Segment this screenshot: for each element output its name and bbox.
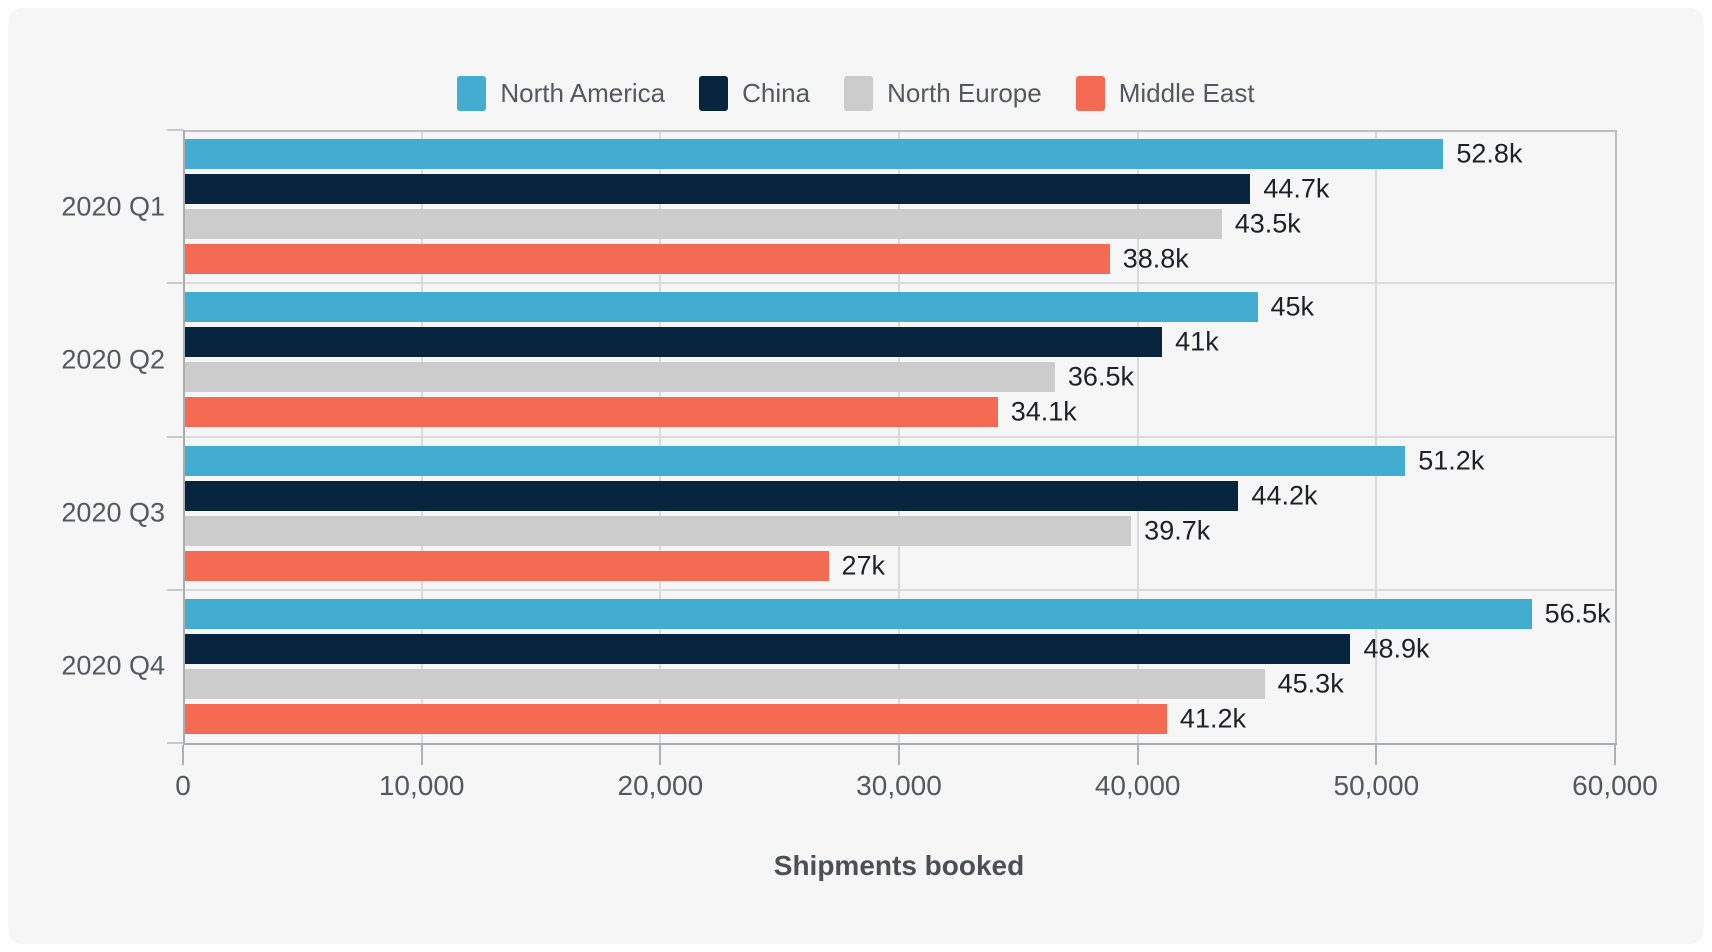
bar-value-label: 45.3k bbox=[1277, 668, 1344, 699]
bar-value-label: 38.8k bbox=[1122, 243, 1189, 274]
x-axis-tick bbox=[1614, 745, 1616, 765]
y-category-label: 2020 Q2 bbox=[61, 344, 165, 375]
legend: North America China North Europe Middle Eas… bbox=[0, 76, 1712, 111]
bar-middle-east-2020-q1[interactable] bbox=[185, 244, 1110, 275]
bar-value-label: 51.2k bbox=[1418, 445, 1485, 476]
bar-value-label: 44.2k bbox=[1251, 480, 1318, 511]
legend-label: China bbox=[742, 78, 811, 108]
x-axis-tick bbox=[659, 745, 662, 765]
bar-value-label: 48.9k bbox=[1363, 633, 1430, 664]
bar-value-label: 39.7k bbox=[1144, 515, 1211, 546]
x-axis-tick bbox=[420, 745, 423, 765]
bar-north-europe-2020-q2[interactable] bbox=[185, 362, 1055, 393]
bar-value-label: 41.2k bbox=[1179, 703, 1246, 734]
x-tick-label: 50,000 bbox=[1333, 770, 1420, 801]
bar-value-label: 56.5k bbox=[1544, 598, 1611, 629]
bar-middle-east-2020-q3[interactable] bbox=[185, 550, 829, 581]
bar-north-europe-2020-q3[interactable] bbox=[185, 515, 1132, 546]
x-axis-title: Shipments booked bbox=[773, 850, 1025, 881]
x-tick-label: 30,000 bbox=[856, 770, 942, 801]
x-tick-label: 20,000 bbox=[617, 770, 704, 801]
y-axis-line bbox=[183, 130, 185, 745]
bar-china-2020-q2[interactable] bbox=[185, 327, 1163, 358]
legend-swatch bbox=[699, 76, 729, 111]
x-axis-tick bbox=[1375, 745, 1378, 765]
legend-label: North America bbox=[500, 78, 666, 108]
legend-item-north-america[interactable]: North America bbox=[457, 76, 665, 111]
x-tick-label: 60,000 bbox=[1572, 770, 1658, 801]
bar-china-2020-q1[interactable] bbox=[185, 174, 1251, 205]
legend-item-north-europe[interactable]: North Europe bbox=[844, 76, 1042, 111]
bar-china-2020-q4[interactable] bbox=[185, 633, 1351, 664]
x-axis-line bbox=[183, 743, 1617, 745]
bar-north-europe-2020-q1[interactable] bbox=[185, 209, 1222, 240]
bar-value-label: 36.5k bbox=[1067, 361, 1134, 392]
bar-china-2020-q3[interactable] bbox=[185, 480, 1239, 511]
bar-north-america-2020-q4[interactable] bbox=[185, 598, 1532, 629]
group-separator bbox=[185, 435, 1615, 438]
plot-top-border bbox=[183, 130, 1617, 132]
bar-value-label: 41k bbox=[1175, 326, 1219, 357]
y-axis-tick bbox=[167, 129, 183, 131]
bar-middle-east-2020-q2[interactable] bbox=[185, 397, 998, 428]
plot-right-border bbox=[1615, 130, 1617, 743]
legend-item-china[interactable]: China bbox=[699, 76, 810, 111]
y-axis-tick bbox=[167, 282, 183, 285]
legend-swatch bbox=[457, 76, 487, 111]
bar-middle-east-2020-q4[interactable] bbox=[185, 703, 1167, 734]
x-axis-tick bbox=[898, 745, 900, 765]
group-separator bbox=[185, 588, 1615, 591]
bar-value-label: 27k bbox=[841, 550, 886, 581]
y-category-label: 2020 Q1 bbox=[61, 191, 165, 222]
y-category-label: 2020 Q3 bbox=[61, 497, 165, 528]
legend-label: Middle East bbox=[1118, 78, 1255, 108]
x-tick-label: 10,000 bbox=[378, 770, 465, 801]
x-axis-tick bbox=[1136, 745, 1139, 765]
bar-value-label: 45k bbox=[1270, 291, 1315, 322]
y-axis-tick bbox=[167, 588, 183, 591]
legend-swatch bbox=[1075, 76, 1105, 111]
bar-value-label: 43.5k bbox=[1234, 208, 1301, 239]
y-category-label: 2020 Q4 bbox=[61, 650, 165, 681]
legend-swatch bbox=[844, 76, 874, 111]
x-axis-tick bbox=[182, 745, 184, 765]
bar-value-label: 34.1k bbox=[1010, 396, 1077, 427]
y-axis-tick bbox=[167, 435, 183, 438]
x-tick-label: 40,000 bbox=[1094, 770, 1181, 801]
x-tick-label: 0 bbox=[175, 770, 191, 801]
legend-label: North Europe bbox=[887, 78, 1042, 108]
group-separator bbox=[185, 282, 1615, 285]
bar-north-europe-2020-q4[interactable] bbox=[185, 668, 1265, 699]
bar-north-america-2020-q3[interactable] bbox=[185, 445, 1406, 476]
bar-value-label: 52.8k bbox=[1456, 138, 1523, 169]
bar-north-america-2020-q1[interactable] bbox=[185, 139, 1444, 170]
bar-value-label: 44.7k bbox=[1263, 173, 1330, 204]
legend-item-middle-east[interactable]: Middle East bbox=[1075, 76, 1255, 111]
bar-north-america-2020-q2[interactable] bbox=[185, 292, 1258, 323]
y-axis-tick bbox=[167, 742, 183, 744]
